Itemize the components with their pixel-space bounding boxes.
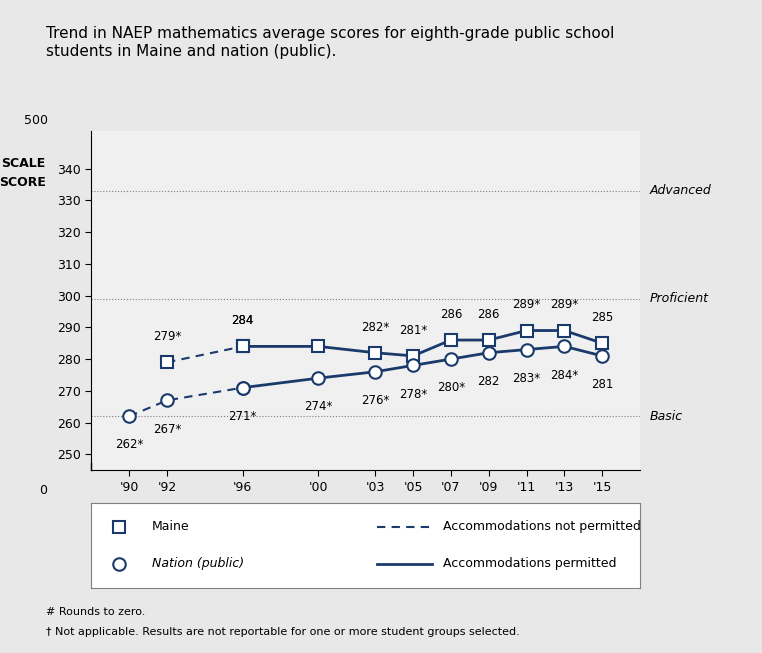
Text: 289*: 289* — [512, 298, 541, 311]
Text: 274*: 274* — [304, 400, 333, 413]
Text: 276*: 276* — [361, 394, 389, 407]
Text: Advanced: Advanced — [649, 184, 711, 197]
Text: Basic: Basic — [649, 409, 683, 422]
Text: Accommodations permitted: Accommodations permitted — [443, 558, 616, 571]
Text: # Rounds to zero.: # Rounds to zero. — [46, 607, 145, 617]
Text: 284: 284 — [232, 314, 254, 327]
Text: 500: 500 — [24, 114, 47, 127]
Text: 289*: 289* — [550, 298, 578, 311]
Text: 283*: 283* — [513, 372, 540, 385]
Text: Proficient: Proficient — [649, 293, 709, 306]
Text: 286: 286 — [478, 308, 500, 321]
Text: 279*: 279* — [153, 330, 181, 343]
Text: 285: 285 — [591, 311, 613, 324]
Text: Accommodations not permitted: Accommodations not permitted — [443, 520, 640, 533]
Text: SCALE: SCALE — [1, 157, 45, 170]
Text: 286: 286 — [440, 308, 462, 321]
Text: 0: 0 — [40, 484, 47, 497]
Text: 281: 281 — [591, 378, 613, 391]
Text: SCORE: SCORE — [0, 176, 46, 189]
Text: Maine: Maine — [152, 520, 190, 533]
Text: 282*: 282* — [361, 321, 389, 334]
Text: 281*: 281* — [399, 324, 427, 337]
Text: Trend in NAEP mathematics average scores for eighth-grade public school
students: Trend in NAEP mathematics average scores… — [46, 26, 614, 59]
X-axis label: ASSESSMENT YEAR: ASSESSMENT YEAR — [299, 505, 433, 518]
Text: 284: 284 — [232, 314, 254, 327]
Text: 262*: 262* — [115, 438, 143, 451]
Text: 271*: 271* — [229, 410, 257, 423]
Text: Nation (public): Nation (public) — [152, 558, 244, 571]
Text: 280*: 280* — [437, 381, 465, 394]
Text: † Not applicable. Results are not reportable for one or more student groups sele: † Not applicable. Results are not report… — [46, 627, 520, 637]
Text: 278*: 278* — [399, 388, 427, 401]
Text: 284*: 284* — [550, 368, 578, 381]
Text: 267*: 267* — [153, 422, 181, 436]
Text: 282: 282 — [478, 375, 500, 388]
